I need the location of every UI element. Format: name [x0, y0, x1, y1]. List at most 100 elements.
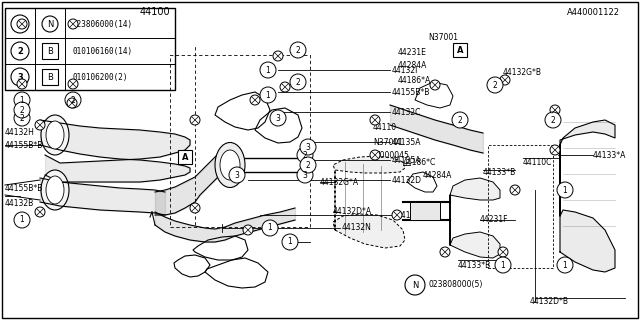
- Bar: [42, 43, 58, 59]
- Text: 1: 1: [266, 91, 270, 100]
- Text: 1: 1: [268, 223, 273, 233]
- Text: 44133*B: 44133*B: [483, 167, 516, 177]
- Circle shape: [260, 62, 276, 78]
- Circle shape: [545, 112, 561, 128]
- Text: 2: 2: [20, 114, 24, 123]
- Text: A440001122: A440001122: [567, 7, 620, 17]
- Circle shape: [440, 247, 450, 257]
- Polygon shape: [560, 120, 615, 272]
- Text: 44155B*B: 44155B*B: [5, 183, 44, 193]
- Circle shape: [35, 120, 45, 130]
- Text: 44110: 44110: [373, 123, 397, 132]
- Text: 44132D*B: 44132D*B: [530, 298, 569, 307]
- Circle shape: [243, 225, 253, 235]
- Text: 44132H: 44132H: [5, 127, 35, 137]
- Text: 2: 2: [303, 150, 307, 159]
- Text: 44186*A: 44186*A: [398, 76, 431, 84]
- Text: M000045: M000045: [373, 150, 409, 159]
- Circle shape: [498, 247, 508, 257]
- Circle shape: [392, 210, 402, 220]
- Text: B: B: [47, 73, 53, 82]
- Circle shape: [282, 234, 298, 250]
- Circle shape: [430, 80, 440, 90]
- Text: 44132B: 44132B: [5, 198, 35, 207]
- Text: 3: 3: [235, 171, 239, 180]
- Ellipse shape: [220, 150, 240, 180]
- Ellipse shape: [41, 170, 69, 210]
- Circle shape: [557, 182, 573, 198]
- Text: 44100: 44100: [140, 7, 170, 17]
- Text: 3: 3: [305, 142, 310, 151]
- Circle shape: [11, 15, 29, 33]
- Circle shape: [370, 150, 380, 160]
- Bar: [178, 150, 192, 164]
- Circle shape: [500, 75, 510, 85]
- Circle shape: [190, 203, 200, 213]
- Text: 44132C: 44132C: [392, 108, 421, 116]
- Circle shape: [17, 79, 27, 89]
- Text: N37001: N37001: [373, 138, 403, 147]
- Ellipse shape: [46, 176, 64, 204]
- Text: 1: 1: [563, 260, 568, 269]
- Text: 2: 2: [70, 95, 76, 105]
- Bar: [410, 202, 440, 220]
- Text: 44135A: 44135A: [392, 156, 422, 164]
- Text: 44110C: 44110C: [523, 157, 552, 166]
- Text: 44155B*B: 44155B*B: [392, 87, 430, 97]
- Circle shape: [550, 105, 560, 115]
- Circle shape: [250, 95, 260, 105]
- Text: 44284A: 44284A: [398, 60, 428, 69]
- Text: 44186*C: 44186*C: [403, 157, 436, 166]
- Bar: [5, 8, 175, 90]
- Text: 1: 1: [266, 66, 270, 75]
- Circle shape: [300, 139, 316, 155]
- Ellipse shape: [215, 142, 245, 188]
- Circle shape: [68, 19, 78, 29]
- Text: 3: 3: [276, 114, 280, 123]
- Text: 44132G*A: 44132G*A: [320, 178, 359, 187]
- Text: 2: 2: [550, 116, 556, 124]
- Text: 44231F: 44231F: [480, 215, 509, 225]
- Circle shape: [270, 110, 286, 126]
- Circle shape: [487, 77, 503, 93]
- Text: 2: 2: [296, 77, 300, 86]
- Circle shape: [405, 275, 425, 295]
- Text: 2: 2: [296, 45, 300, 54]
- Circle shape: [273, 51, 283, 61]
- Circle shape: [11, 68, 29, 86]
- Text: 44133*A: 44133*A: [593, 150, 627, 159]
- Text: 1: 1: [20, 215, 24, 225]
- Text: N: N: [412, 281, 418, 290]
- Circle shape: [452, 112, 468, 128]
- Circle shape: [557, 257, 573, 273]
- Text: 023808000(5): 023808000(5): [428, 281, 483, 290]
- Text: 44132D*A: 44132D*A: [333, 207, 372, 217]
- Text: 44155B*B: 44155B*B: [5, 140, 44, 149]
- Text: N37001: N37001: [428, 33, 458, 42]
- Bar: [453, 43, 467, 57]
- Circle shape: [14, 212, 30, 228]
- Circle shape: [550, 145, 560, 155]
- Ellipse shape: [41, 115, 69, 155]
- Circle shape: [229, 167, 245, 183]
- Circle shape: [495, 257, 511, 273]
- Circle shape: [290, 74, 306, 90]
- Circle shape: [300, 157, 316, 173]
- Circle shape: [65, 92, 81, 108]
- Text: 2: 2: [493, 81, 497, 90]
- Circle shape: [297, 147, 313, 163]
- Text: 2: 2: [306, 161, 310, 170]
- Circle shape: [11, 42, 29, 60]
- Circle shape: [190, 115, 200, 125]
- Text: B: B: [47, 46, 53, 55]
- Text: 44284A: 44284A: [423, 171, 452, 180]
- Text: 3: 3: [303, 171, 307, 180]
- Circle shape: [290, 42, 306, 58]
- Text: 1: 1: [500, 260, 506, 269]
- Text: 44133*B: 44133*B: [458, 260, 492, 269]
- Text: 010106160(14): 010106160(14): [72, 46, 132, 55]
- Text: 1: 1: [17, 20, 23, 28]
- Text: 44132G*B: 44132G*B: [503, 68, 542, 76]
- Text: 44132I: 44132I: [392, 66, 419, 75]
- Text: 1: 1: [287, 237, 292, 246]
